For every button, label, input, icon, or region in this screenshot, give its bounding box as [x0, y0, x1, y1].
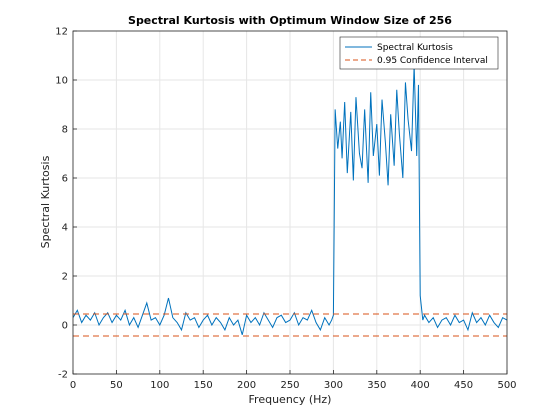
y-tick-label: -2 — [58, 370, 68, 381]
y-tick-label: 8 — [62, 125, 68, 136]
grid — [72, 30, 508, 375]
series-spectral-kurtosis-line — [73, 65, 507, 335]
y-axis-ticks: -2 0 2 4 6 8 10 12 — [55, 27, 77, 381]
x-axis-ticks: 0 50 100 150 200 250 300 350 400 450 500 — [70, 370, 517, 391]
chart-title: Spectral Kurtosis with Optimum Window Si… — [128, 14, 452, 27]
x-tick-label: 150 — [194, 380, 213, 391]
legend-label-spectral-kurtosis: Spectral Kurtosis — [377, 43, 453, 53]
plot-area — [73, 65, 507, 337]
legend-box — [339, 36, 499, 70]
x-tick-label: 250 — [280, 380, 299, 391]
legend: Spectral Kurtosis 0.95 Confidence Interv… — [339, 36, 499, 70]
x-axis-label: Frequency (Hz) — [249, 393, 332, 406]
x-tick-label: 400 — [411, 380, 430, 391]
x-tick-label: 0 — [70, 380, 76, 391]
x-tick-label: 350 — [367, 380, 386, 391]
x-tick-label: 100 — [150, 380, 169, 391]
y-tick-label: 10 — [55, 76, 68, 87]
legend-label-confidence-interval: 0.95 Confidence Interval — [377, 56, 488, 66]
x-tick-label: 200 — [237, 380, 256, 391]
x-tick-label: 450 — [454, 380, 473, 391]
y-axis-label: Spectral Kurtosis — [39, 155, 52, 248]
x-tick-label: 500 — [497, 380, 516, 391]
y-tick-label: 12 — [55, 27, 68, 38]
x-tick-label: 50 — [110, 380, 123, 391]
x-tick-label: 300 — [324, 380, 343, 391]
y-tick-label: 6 — [62, 174, 68, 185]
y-tick-label: 0 — [62, 321, 68, 332]
y-tick-label: 4 — [62, 223, 68, 234]
y-tick-label: 2 — [62, 272, 68, 283]
